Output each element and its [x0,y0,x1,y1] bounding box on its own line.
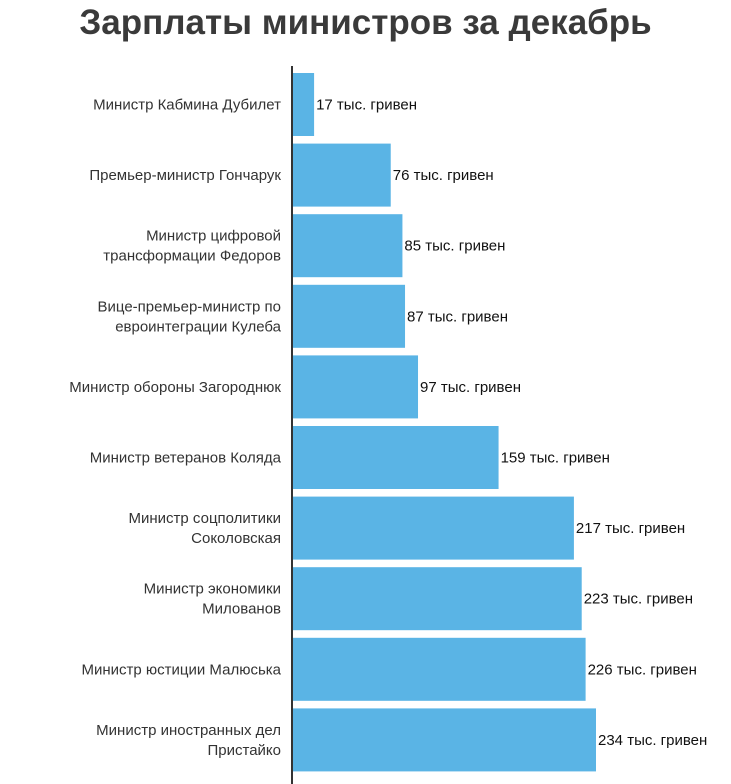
data-label: 76 тыс. гривен [393,167,494,184]
bar [292,567,582,631]
data-label: 17 тыс. гривен [316,97,417,114]
chart-title: Зарплаты министров за декабрь [79,3,652,42]
data-label: 226 тыс. гривен [588,661,697,678]
bar [292,355,419,419]
category-label: Министр цифровой трансформации Федоров [103,228,281,265]
category-label: Министр Кабмина Дубилет [93,97,281,114]
data-label: 159 тыс. гривен [501,450,610,467]
bar [292,637,586,701]
data-label: 85 тыс. гривен [404,238,505,255]
data-label: 97 тыс. гривен [420,379,521,396]
data-label: 223 тыс. гривен [584,591,693,608]
category-label: Министр юстиции Малюська [82,661,282,678]
data-label: 87 тыс. гривен [407,308,508,325]
bar [292,214,403,278]
bar [292,143,391,207]
category-label: Министр экономики Милованов [144,581,281,618]
category-label: Премьер-министр Гончарук [89,167,281,184]
category-label: Министр ветеранов Коляда [90,450,282,467]
category-label: Министр соцполитики Соколовская [129,510,281,547]
category-label: Министр обороны Загороднюк [69,379,281,396]
bar [292,73,315,136]
bar [292,708,596,772]
data-label: 234 тыс. гривен [598,732,707,749]
bar [292,496,574,560]
category-label: Министр иностранных дел Пристайко [96,722,281,759]
bar [292,284,406,348]
data-label: 217 тыс. гривен [576,520,685,537]
bar [292,426,499,489]
category-label: Вице-премьер-министр по евроинтеграции Ку… [98,298,282,335]
